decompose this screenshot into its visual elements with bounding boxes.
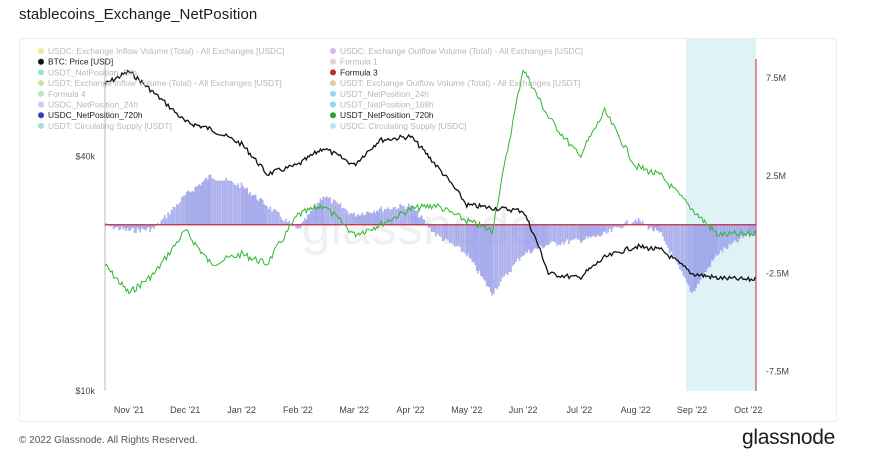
y-right-tick-label: -7.5M — [766, 366, 789, 376]
legend-label: USDC: Exchange Outflow Volume (Total) - … — [340, 46, 583, 56]
usdc-area — [104, 174, 757, 296]
legend-label: Formula 4 — [48, 89, 86, 99]
x-tick-label: May '22 — [451, 405, 482, 415]
legend-label: USDC_NetPosition_720h — [48, 110, 143, 120]
legend-label: USDC_NetPosition_24h — [48, 100, 138, 110]
legend: USDC: Exchange Inflow Volume (Total) - A… — [38, 46, 583, 131]
legend-label: USDT: Exchange Outflow Volume (Total) - … — [340, 78, 580, 88]
y-left-tick-label: $10k — [75, 386, 95, 396]
legend-label: Formula 1 — [340, 57, 378, 67]
y-right-tick-label: 2.5M — [766, 171, 786, 181]
legend-marker — [38, 90, 44, 97]
x-tick-label: Feb '22 — [283, 405, 313, 415]
legend-marker — [330, 112, 336, 119]
y-left-tick-label: $40k — [75, 151, 95, 161]
x-tick-label: Jul '22 — [567, 405, 593, 415]
legend-marker — [38, 101, 44, 108]
x-tick-label: Aug '22 — [621, 405, 651, 415]
x-tick-label: Sep '22 — [677, 405, 707, 415]
legend-marker — [38, 48, 44, 54]
x-tick-label: Dec '21 — [170, 405, 200, 415]
legend-label: USDC: Circulating Supply [USDC] — [340, 121, 467, 131]
legend-label: USDT_NetPosition_720h — [340, 110, 434, 120]
legend-marker — [38, 112, 44, 119]
legend-label: USDT: Circulating Supply [USDT] — [48, 121, 172, 131]
legend-marker — [38, 69, 44, 76]
chart-title: stablecoins_Exchange_NetPosition — [19, 6, 258, 23]
x-tick-label: Jun '22 — [509, 405, 538, 415]
btc-line — [104, 69, 756, 283]
legend-marker — [330, 48, 336, 54]
x-tick-label: Oct '22 — [734, 405, 762, 415]
y-right-tick-label: 7.5M — [766, 73, 786, 83]
legend-label: USDT_NetPosition_24h — [340, 89, 429, 99]
legend-label: BTC: Price [USD] — [48, 57, 113, 67]
legend-marker — [330, 69, 336, 76]
legend-marker — [330, 101, 336, 108]
legend-marker — [330, 90, 336, 97]
legend-marker — [38, 122, 44, 129]
legend-label: USDT: Exchange Inflow Volume (Total) - A… — [48, 78, 282, 88]
chart-card: glassnode Nov '21 Dec '21 Jan '22 Feb '22 Mar… — [19, 38, 837, 422]
legend-marker — [330, 58, 336, 65]
x-tick-label: Jan '22 — [227, 405, 256, 415]
legend-label: USDC: Exchange Inflow Volume (Total) - A… — [48, 46, 284, 56]
legend-label: Formula 3 — [340, 67, 378, 77]
forecast-shade — [686, 39, 756, 391]
x-tick-label: Apr '22 — [396, 405, 424, 415]
legend-label: USDT_NetPosition_168h — [340, 100, 434, 110]
glassnode-logo[interactable]: glassnode — [741, 426, 835, 449]
copyright-text: © 2022 Glassnode. All Rights Reserved. — [19, 435, 198, 446]
x-tick-label: Mar '22 — [339, 405, 369, 415]
legend-label: USDT_NetPosition_24h — [48, 67, 137, 77]
legend-marker — [330, 80, 336, 87]
legend-marker — [38, 58, 44, 65]
x-tick-label: Nov '21 — [114, 405, 144, 415]
y-right-tick-label: -2.5M — [766, 269, 789, 279]
legend-marker — [330, 122, 336, 129]
legend-marker — [38, 80, 44, 87]
usdt-line — [104, 69, 756, 295]
